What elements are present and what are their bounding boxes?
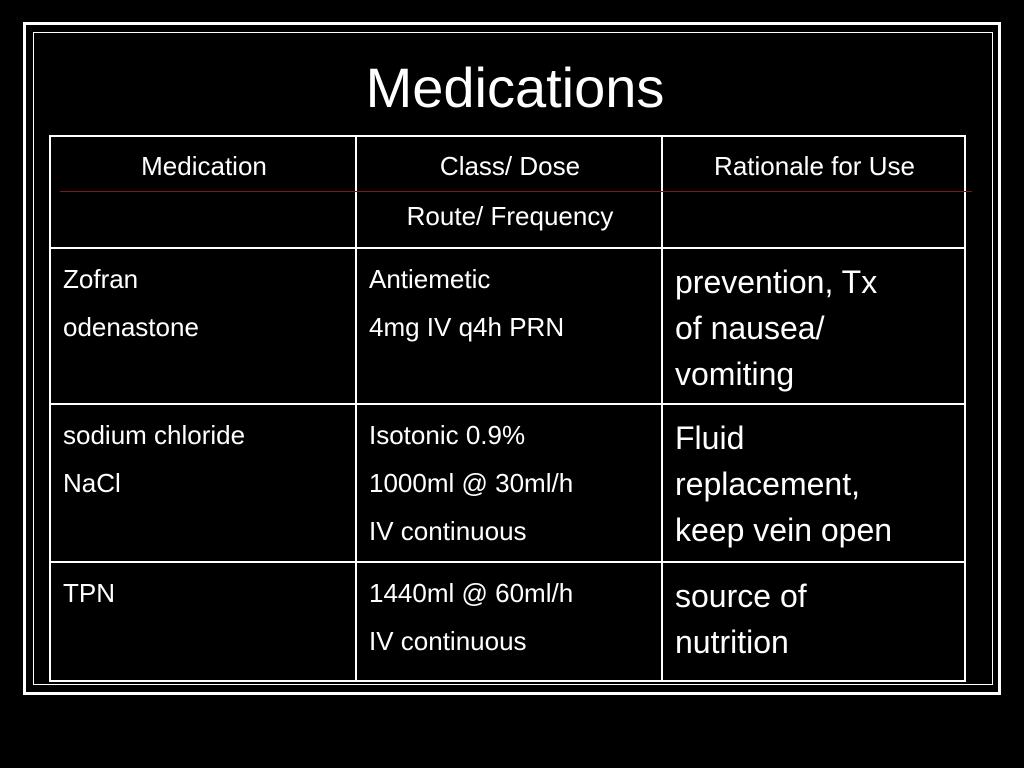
slide-border-outer (23, 22, 1001, 695)
header-text: Route/ Frequency (406, 201, 614, 231)
cell-class-dose: Antiemetic 4mg IV q4h PRN (355, 247, 663, 405)
cell-text: IV continuous (369, 626, 527, 656)
header-text: Rationale for Use (714, 151, 915, 181)
header-text: Class/ Dose (439, 151, 581, 181)
cell-text: of nausea/ (675, 310, 825, 346)
cell-text: source of (675, 578, 807, 614)
cell-text: Isotonic 0.9% (369, 420, 526, 450)
header-medication: Medication (49, 135, 357, 249)
cell-text: TPN (63, 578, 115, 608)
header-rationale: Rationale for Use (661, 135, 966, 249)
cell-text: 4mg IV q4h PRN (369, 312, 565, 342)
cell-text: Zofran (63, 264, 139, 294)
cell-text: prevention, Tx (675, 264, 878, 300)
header-text: Medication (141, 151, 267, 181)
cell-text: keep vein open (675, 512, 893, 548)
cell-text: 1000ml @ 30ml/h (369, 468, 574, 498)
cell-class-dose: Isotonic 0.9% 1000ml @ 30ml/h IV continu… (355, 403, 663, 563)
cell-text: replacement, (675, 466, 860, 502)
cell-medication: TPN (49, 561, 357, 682)
cell-text: Antiemetic (369, 264, 491, 294)
cell-text: odenastone (63, 312, 199, 342)
table-row: TPN 1440ml @ 60ml/h IV continuous source… (49, 561, 966, 682)
cell-text: sodium chloride (63, 420, 246, 450)
cell-class-dose: 1440ml @ 60ml/h IV continuous (355, 561, 663, 682)
cell-text: vomiting (675, 356, 795, 392)
cell-rationale: prevention, Tx of nausea/ vomiting (661, 247, 966, 405)
header-divider-line (60, 191, 972, 192)
cell-medication: sodium chloride NaCl (49, 403, 357, 563)
cell-text: Fluid (675, 420, 745, 456)
cell-rationale: source of nutrition (661, 561, 966, 682)
cell-medication: Zofran odenastone (49, 247, 357, 405)
cell-text: nutrition (675, 624, 789, 660)
slide-border-inner (33, 32, 993, 685)
slide-title: Medications (365, 56, 665, 119)
medications-table: Medication Class/ Dose Route/ Frequency … (49, 135, 966, 682)
table-row: Zofran odenastone Antiemetic 4mg IV q4h … (49, 247, 966, 405)
cell-text: 1440ml @ 60ml/h (369, 578, 574, 608)
cell-text: IV continuous (369, 516, 527, 546)
cell-rationale: Fluid replacement, keep vein open (661, 403, 966, 563)
table-row: sodium chloride NaCl Isotonic 0.9% 1000m… (49, 403, 966, 563)
header-class-dose: Class/ Dose Route/ Frequency (355, 135, 663, 249)
cell-text: NaCl (63, 468, 121, 498)
table-header-row: Medication Class/ Dose Route/ Frequency … (49, 135, 966, 249)
